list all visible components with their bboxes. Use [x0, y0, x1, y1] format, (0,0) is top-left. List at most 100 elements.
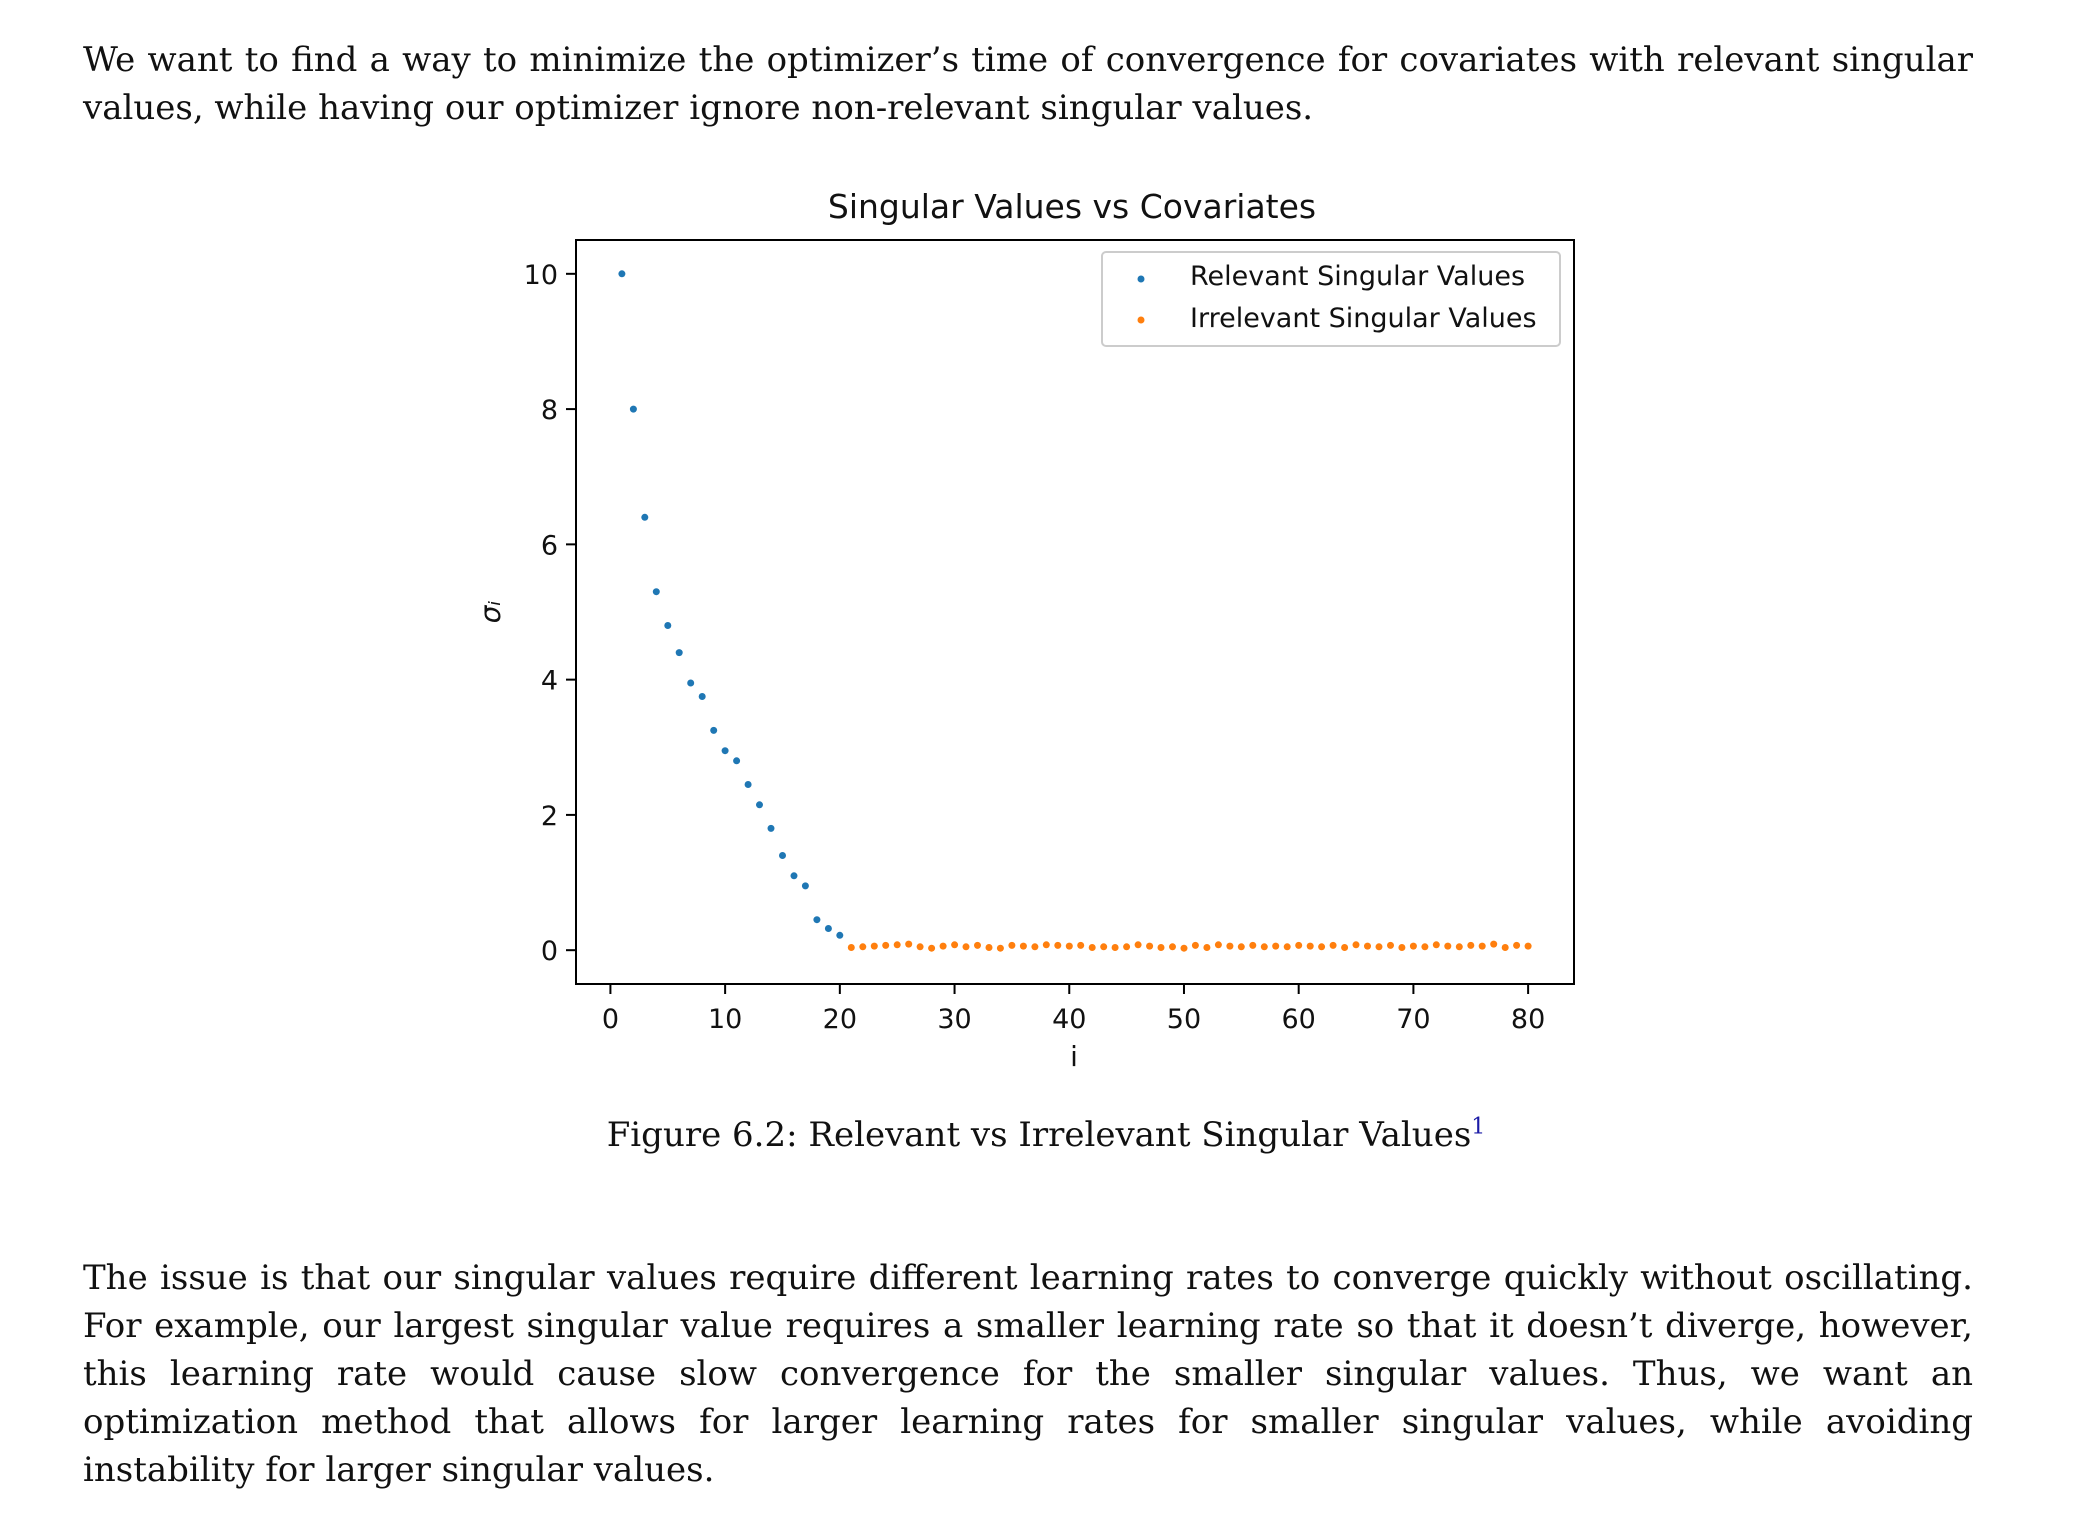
legend-frame	[1101, 251, 1561, 347]
data-point-irrelevant	[1444, 942, 1452, 950]
data-point-irrelevant	[1341, 944, 1349, 951]
data-point-relevant	[675, 649, 683, 657]
data-point-irrelevant	[1272, 942, 1280, 950]
y-axis-ticks: 0 2 4 6 8 10	[524, 260, 576, 967]
data-point-irrelevant	[1042, 941, 1050, 949]
data-point-relevant	[618, 270, 626, 278]
data-point-irrelevant	[1283, 943, 1291, 951]
data-point-irrelevant	[1260, 943, 1268, 951]
y-axis-label: σᵢ	[474, 601, 507, 624]
y-tick-label: 0	[541, 936, 558, 967]
data-point-irrelevant	[1455, 943, 1463, 951]
data-point-irrelevant	[1375, 943, 1383, 951]
data-point-irrelevant	[1398, 944, 1406, 951]
data-point-relevant	[824, 925, 832, 932]
x-tick-label: 40	[1052, 1004, 1086, 1035]
data-point-irrelevant	[1513, 941, 1521, 949]
x-tick-label: 20	[823, 1004, 857, 1035]
data-point-irrelevant	[1318, 943, 1326, 951]
x-tick-label: 0	[602, 1004, 619, 1035]
y-tick-label: 2	[541, 801, 558, 832]
data-point-irrelevant	[1352, 941, 1360, 949]
data-point-irrelevant	[1203, 944, 1211, 951]
x-axis-label: i	[1070, 1040, 1078, 1073]
data-point-irrelevant	[1226, 942, 1234, 950]
x-tick-label: 60	[1282, 1004, 1316, 1035]
x-tick-label: 70	[1396, 1004, 1430, 1035]
data-point-relevant	[836, 931, 844, 939]
x-tick-label: 80	[1511, 1004, 1545, 1035]
data-point-irrelevant	[928, 944, 936, 952]
data-point-irrelevant	[1409, 942, 1417, 950]
data-points-layer	[618, 270, 1532, 952]
data-point-irrelevant	[1364, 942, 1371, 950]
data-point-irrelevant	[1249, 941, 1257, 949]
data-point-irrelevant	[962, 943, 970, 951]
data-point-irrelevant	[1146, 942, 1154, 950]
y-tick-label: 10	[524, 260, 558, 291]
x-tick-label: 30	[937, 1004, 971, 1035]
data-point-irrelevant	[1100, 943, 1108, 951]
data-point-irrelevant	[1490, 940, 1498, 948]
data-point-irrelevant	[882, 941, 890, 949]
data-point-relevant	[744, 781, 752, 788]
chart-title: Singular Values vs Covariates	[828, 187, 1316, 226]
data-point-relevant	[710, 726, 718, 734]
data-point-relevant	[698, 693, 706, 700]
chart-legend: Relevant Singular Values Irrelevant Sing…	[1101, 251, 1561, 347]
data-point-irrelevant	[1065, 942, 1073, 950]
data-point-irrelevant	[1306, 942, 1314, 950]
y-tick-label: 6	[541, 530, 558, 561]
data-point-irrelevant	[870, 942, 878, 950]
x-tick-label: 10	[708, 1004, 742, 1035]
data-point-irrelevant	[916, 943, 924, 951]
data-point-relevant	[756, 801, 763, 809]
paragraph-discussion: The issue is that our singular values re…	[83, 1258, 1973, 1490]
data-point-irrelevant	[1123, 943, 1131, 951]
data-point-relevant	[652, 588, 660, 596]
data-point-irrelevant	[1478, 942, 1486, 950]
data-point-irrelevant	[1111, 944, 1119, 951]
legend-marker-irrelevant	[1137, 316, 1145, 324]
data-point-relevant	[801, 882, 809, 890]
data-point-irrelevant	[939, 942, 947, 950]
data-point-relevant	[733, 757, 741, 765]
data-point-relevant	[790, 872, 798, 880]
data-point-irrelevant	[974, 941, 981, 949]
data-point-irrelevant	[1329, 941, 1337, 949]
data-point-irrelevant	[951, 941, 959, 949]
data-point-irrelevant	[1054, 941, 1062, 949]
data-point-relevant	[779, 852, 786, 859]
data-point-irrelevant	[1214, 941, 1222, 949]
data-point-irrelevant	[1467, 941, 1475, 949]
figure-caption: Figure 6.2: Relevant vs Irrelevant Singu…	[0, 1111, 2092, 1159]
data-point-irrelevant	[847, 944, 855, 951]
data-point-irrelevant	[1432, 941, 1440, 949]
data-point-irrelevant	[1387, 941, 1394, 949]
data-point-irrelevant	[1008, 941, 1016, 949]
data-point-irrelevant	[1031, 943, 1039, 951]
data-point-relevant	[664, 622, 672, 629]
paragraph-intro: We want to find a way to minimize the op…	[83, 40, 1973, 128]
y-tick-label: 4	[541, 666, 558, 697]
data-point-relevant	[641, 513, 649, 521]
x-tick-label: 50	[1167, 1004, 1201, 1035]
plot-area-frame	[575, 239, 1575, 985]
data-point-irrelevant	[893, 941, 901, 949]
data-point-irrelevant	[1088, 944, 1096, 951]
data-point-relevant	[767, 824, 775, 832]
legend-label-relevant: Relevant Singular Values	[1190, 261, 1525, 292]
data-point-irrelevant	[1077, 941, 1085, 949]
data-point-relevant	[813, 916, 821, 924]
y-tick-label: 8	[541, 395, 558, 426]
footnote-mark[interactable]: 1	[1471, 1114, 1486, 1140]
figure-caption-text: Figure 6.2: Relevant vs Irrelevant Singu…	[606, 1115, 1472, 1155]
data-point-irrelevant	[1019, 942, 1027, 950]
data-point-irrelevant	[1421, 943, 1429, 951]
data-point-irrelevant	[1524, 942, 1532, 950]
data-point-irrelevant	[905, 940, 913, 948]
data-point-irrelevant	[1295, 941, 1303, 949]
data-point-irrelevant	[859, 943, 867, 951]
singular-values-chart: Singular Values vs Covariates 0 10 20 30 40 5…	[474, 187, 1575, 1073]
data-point-relevant	[721, 747, 729, 755]
